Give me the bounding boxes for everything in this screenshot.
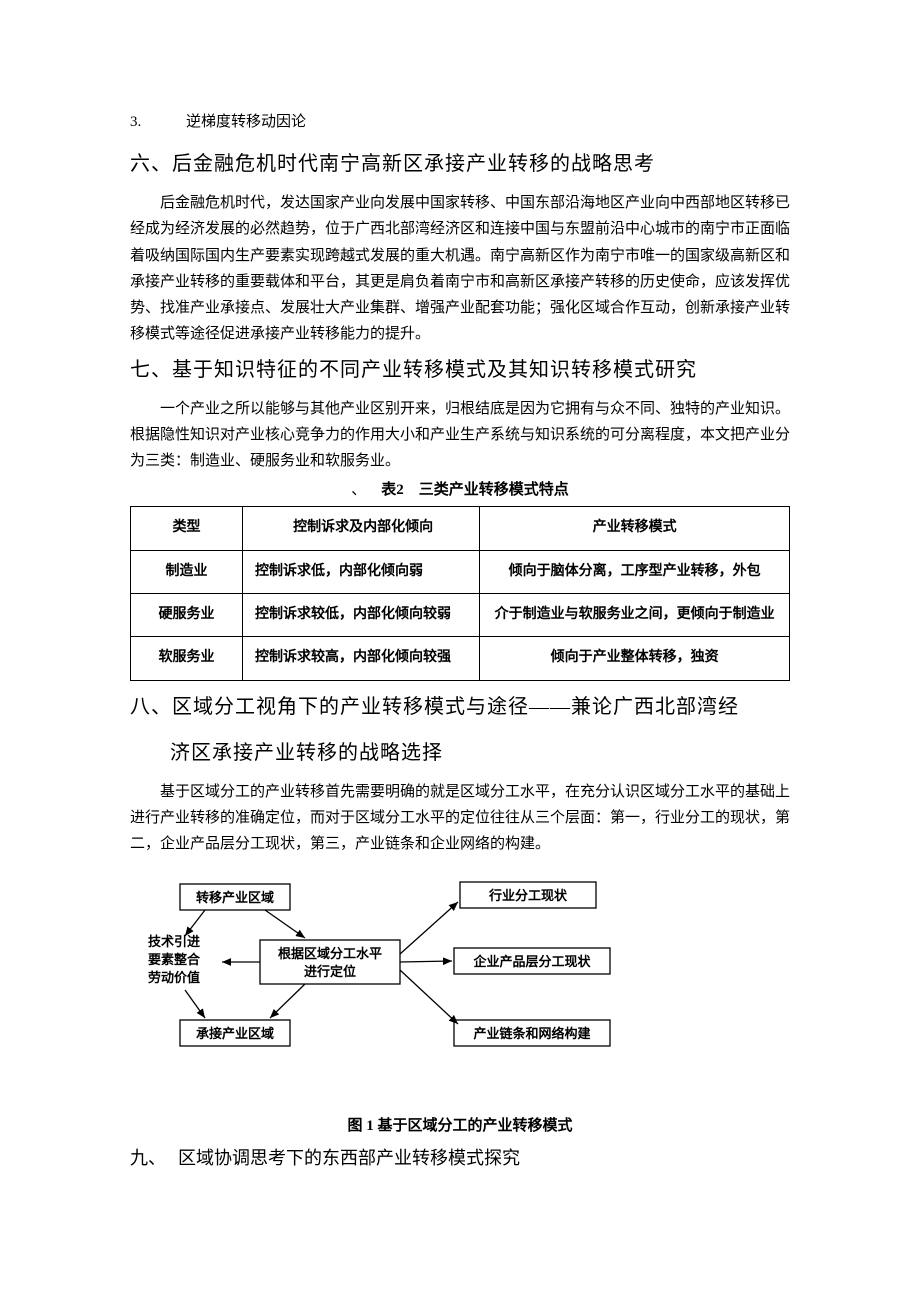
heading-section-7: 七、基于知识特征的不同产业转移模式及其知识转移模式研究: [130, 354, 790, 386]
th-control: 控制诉求及内部化倾向: [243, 507, 480, 550]
list-item-3: 3.逆梯度转移动因论: [130, 110, 790, 134]
table-row: 硬服务业 控制诉求较低，内部化倾向较弱 介于制造业与软服务业之间，更倾向于制造业: [131, 594, 790, 637]
th-mode: 产业转移模式: [480, 507, 790, 550]
node-factors-line2: 要素整合: [148, 952, 201, 967]
table-header-row: 类型 控制诉求及内部化倾向 产业转移模式: [131, 507, 790, 550]
figure-1-diagram: 转移产业区域 技术引进 要素整合 劳动价值 根据区域分工水平 进行定位 承接产业…: [130, 874, 790, 1074]
paragraph-section-6: 后金融危机时代，发达国家产业向发展中国家转移、中国东部沿海地区产业向中西部地区转…: [130, 190, 790, 348]
table-2: 类型 控制诉求及内部化倾向 产业转移模式 制造业 控制诉求低，内部化倾向弱 倾向…: [130, 506, 790, 681]
table-row: 软服务业 控制诉求较高，内部化倾向较强 倾向于产业整体转移，独资: [131, 637, 790, 680]
td-type: 硬服务业: [131, 594, 243, 637]
node-transfer-region: 转移产业区域: [196, 890, 274, 905]
heading-9-number: 九、: [130, 1144, 178, 1173]
td-mode: 倾向于脑体分离，工序型产业转移，外包: [480, 550, 790, 593]
node-positioning-line2: 进行定位: [304, 964, 356, 979]
paragraph-section-8: 基于区域分工的产业转移首先需要明确的就是区域分工水平，在充分认识区域分工水平的基…: [130, 779, 790, 858]
node-industry-status: 行业分工现状: [488, 888, 568, 903]
td-mode: 倾向于产业整体转移，独资: [480, 637, 790, 680]
table2-caption-text: 表2 三类产业转移模式特点: [381, 482, 569, 498]
paragraph-section-7: 一个产业之所以能够与其他产业区别开来，归根结底是因为它拥有与众不同、独特的产业知…: [130, 396, 790, 475]
list-item-3-number: 3.: [130, 110, 186, 134]
node-chain-build: 产业链条和网络构建: [473, 1026, 590, 1041]
node-receive-region: 承接产业区域: [196, 1026, 274, 1041]
node-factors-line1: 技术引进: [148, 934, 200, 949]
heading-9-text: 区域协调思考下的东西部产业转移模式探究: [178, 1148, 520, 1168]
td-type: 软服务业: [131, 637, 243, 680]
heading-section-9: 九、区域协调思考下的东西部产业转移模式探究: [130, 1144, 790, 1173]
figure-1-svg: 转移产业区域 技术引进 要素整合 劳动价值 根据区域分工水平 进行定位 承接产业…: [130, 874, 630, 1074]
heading-section-6: 六、后金融危机时代南宁高新区承接产业转移的战略思考: [130, 148, 790, 180]
node-factors-line3: 劳动价值: [148, 970, 200, 985]
table-row: 制造业 控制诉求低，内部化倾向弱 倾向于脑体分离，工序型产业转移，外包: [131, 550, 790, 593]
td-control: 控制诉求较低，内部化倾向较弱: [243, 594, 480, 637]
list-item-3-text: 逆梯度转移动因论: [186, 114, 306, 130]
td-mode: 介于制造业与软服务业之间，更倾向于制造业: [480, 594, 790, 637]
th-type: 类型: [131, 507, 243, 550]
td-type: 制造业: [131, 550, 243, 593]
td-control: 控制诉求较高，内部化倾向较强: [243, 637, 480, 680]
heading-section-8-line1: 八、区域分工视角下的产业转移模式与途径——兼论广西北部湾经: [130, 691, 790, 723]
table2-caption: 、表2 三类产业转移模式特点: [130, 478, 790, 502]
td-control: 控制诉求低，内部化倾向弱: [243, 550, 480, 593]
node-positioning-line1: 根据区域分工水平: [278, 946, 382, 961]
heading-section-8-line2: 济区承接产业转移的战略选择: [130, 737, 790, 769]
figure-1-caption: 图 1 基于区域分工的产业转移模式: [130, 1114, 790, 1138]
node-product-status: 企业产品层分工现状: [472, 954, 591, 969]
table2-caption-mark: 、: [351, 478, 381, 502]
